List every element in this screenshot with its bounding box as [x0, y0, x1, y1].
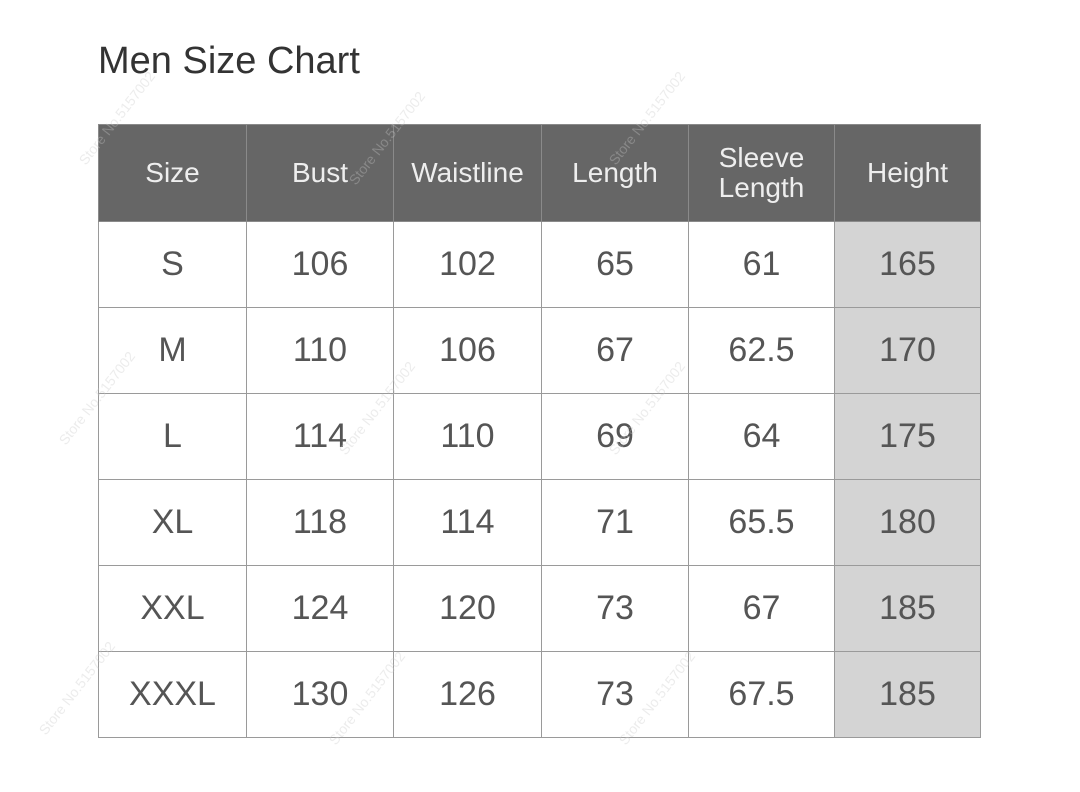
value-cell: 120	[393, 565, 542, 652]
value-cell: 165	[834, 221, 981, 308]
value-cell: 110	[246, 307, 394, 394]
value-cell: 67.5	[688, 651, 835, 738]
value-cell: 65	[541, 221, 689, 308]
value-cell: 67	[541, 307, 689, 394]
value-cell: 185	[834, 651, 981, 738]
size-cell: XXL	[98, 565, 247, 652]
table-row: XL 118 114 71 65.5 180	[98, 479, 981, 566]
value-cell: 114	[393, 479, 542, 566]
value-cell: 118	[246, 479, 394, 566]
value-cell: 114	[246, 393, 394, 480]
table-row: S 106 102 65 61 165	[98, 221, 981, 308]
value-cell: 67	[688, 565, 835, 652]
page-title: Men Size Chart	[98, 40, 360, 82]
value-cell: 126	[393, 651, 542, 738]
value-cell: 102	[393, 221, 542, 308]
value-cell: 180	[834, 479, 981, 566]
column-header: Sleeve Length	[688, 124, 835, 222]
value-cell: 170	[834, 307, 981, 394]
table-row: M 110 106 67 62.5 170	[98, 307, 981, 394]
size-cell: M	[98, 307, 247, 394]
value-cell: 106	[246, 221, 394, 308]
size-cell: XL	[98, 479, 247, 566]
value-cell: 110	[393, 393, 542, 480]
size-cell: L	[98, 393, 247, 480]
header-row: Size Bust Waistline Length Sleeve Length Heig…	[98, 124, 981, 222]
value-cell: 71	[541, 479, 689, 566]
column-header: Bust	[246, 124, 394, 222]
value-cell: 106	[393, 307, 542, 394]
value-cell: 73	[541, 565, 689, 652]
size-cell: XXXL	[98, 651, 247, 738]
table-row: XXL 124 120 73 67 185	[98, 565, 981, 652]
column-header: Length	[541, 124, 689, 222]
value-cell: 62.5	[688, 307, 835, 394]
value-cell: 175	[834, 393, 981, 480]
value-cell: 61	[688, 221, 835, 308]
column-header: Height	[834, 124, 981, 222]
value-cell: 73	[541, 651, 689, 738]
value-cell: 65.5	[688, 479, 835, 566]
column-header: Waistline	[393, 124, 542, 222]
column-header: Size	[98, 124, 247, 222]
value-cell: 64	[688, 393, 835, 480]
size-chart-table: Size Bust Waistline Length Sleeve Length Heig…	[98, 124, 981, 738]
value-cell: 124	[246, 565, 394, 652]
value-cell: 69	[541, 393, 689, 480]
table-row: L 114 110 69 64 175	[98, 393, 981, 480]
size-cell: S	[98, 221, 247, 308]
value-cell: 185	[834, 565, 981, 652]
value-cell: 130	[246, 651, 394, 738]
table-row: XXXL 130 126 73 67.5 185	[98, 651, 981, 738]
